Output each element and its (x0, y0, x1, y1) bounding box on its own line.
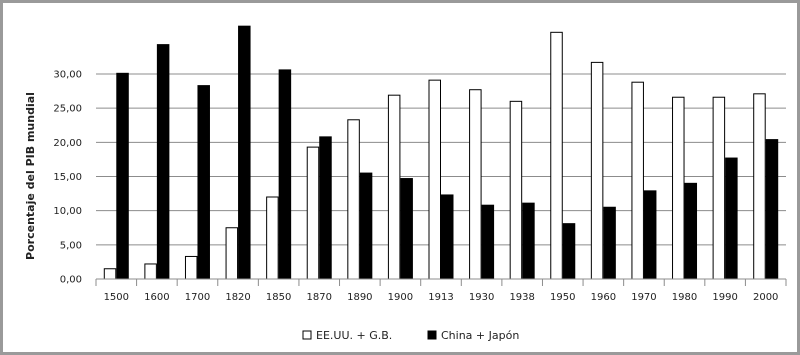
bars (104, 26, 777, 279)
x-tick-label: 1990 (712, 292, 737, 303)
legend: EE.UU. + G.B. China + Japón (303, 329, 519, 342)
y-tick-label: 0,00 (60, 275, 82, 286)
y-tick-label: 30,00 (53, 70, 82, 81)
x-tick-label: 1930 (469, 292, 494, 303)
bar-eeuu-gb (226, 228, 238, 279)
x-tick-label: 1500 (104, 292, 129, 303)
x-tick-label: 2000 (753, 292, 778, 303)
y-axis-label: Porcentaje del PIB mundial (24, 92, 37, 260)
bar-china-japon (157, 45, 169, 279)
bar-china-japon (117, 73, 129, 279)
bar-china-japon (604, 207, 616, 279)
bar-eeuu-gb (388, 95, 400, 279)
x-tick-label: 1700 (185, 292, 210, 303)
bar-eeuu-gb (145, 264, 157, 279)
bar-china-japon (563, 224, 575, 279)
x-tick-label: 1850 (266, 292, 291, 303)
bar-eeuu-gb (551, 32, 563, 279)
bar-eeuu-gb (673, 97, 685, 279)
bar-eeuu-gb (307, 147, 319, 279)
x-tick-label: 1950 (550, 292, 575, 303)
bar-china-japon (401, 179, 413, 279)
bar-eeuu-gb (510, 101, 522, 279)
bar-eeuu-gb (348, 120, 360, 279)
bar-china-japon (320, 137, 332, 279)
bar-china-japon (482, 205, 494, 279)
bar-china-japon (766, 140, 778, 279)
bar-eeuu-gb (185, 256, 197, 279)
bar-china-japon (239, 26, 251, 279)
legend-swatch (428, 331, 436, 339)
legend-label: EE.UU. + G.B. (316, 329, 392, 342)
bar-china-japon (523, 203, 535, 279)
x-tick-label: 1820 (225, 292, 250, 303)
bar-eeuu-gb (754, 94, 766, 279)
bar-china-japon (360, 173, 372, 279)
y-tick-labels: 0,00 5,00 10,00 15,00 20,00 25,00 30,00 (53, 70, 82, 286)
y-tick-label: 10,00 (53, 206, 82, 217)
legend-swatch (303, 331, 311, 339)
x-tick-label: 1600 (144, 292, 169, 303)
x-tick-labels: 1500 1600 1700 1820 1850 1870 1890 1900 1913 1930… (104, 292, 779, 303)
legend-label: China + Japón (441, 329, 519, 342)
bar-china-japon (279, 70, 291, 279)
y-tick-label: 20,00 (53, 138, 82, 149)
x-tick-label: 1980 (672, 292, 697, 303)
bar-china-japon (685, 183, 697, 279)
x-tick-label: 1913 (428, 292, 453, 303)
bar-china-japon (644, 191, 656, 279)
x-tick-label: 1970 (631, 292, 656, 303)
bar-eeuu-gb (429, 80, 441, 279)
x-tick-label: 1890 (347, 292, 372, 303)
bar-china-japon (198, 86, 210, 279)
bar-eeuu-gb (713, 97, 725, 279)
bar-eeuu-gb (470, 90, 482, 279)
bar-eeuu-gb (591, 62, 603, 279)
bar-eeuu-gb (632, 82, 644, 279)
bar-china-japon (442, 195, 454, 279)
bar-eeuu-gb (104, 269, 116, 279)
x-tick-label: 1870 (307, 292, 332, 303)
y-tick-label: 25,00 (53, 104, 82, 115)
axes (96, 279, 786, 286)
bar-eeuu-gb (267, 197, 279, 279)
x-tick-label: 1900 (388, 292, 413, 303)
bar-china-japon (726, 158, 738, 279)
y-tick-label: 15,00 (53, 172, 82, 183)
x-tick-label: 1960 (591, 292, 616, 303)
x-tick-label: 1938 (509, 292, 534, 303)
y-tick-label: 5,00 (60, 240, 82, 251)
